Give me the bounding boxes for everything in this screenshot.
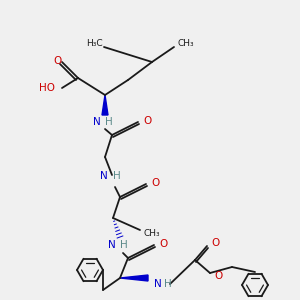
Text: O: O xyxy=(151,178,159,188)
Text: H: H xyxy=(105,117,113,127)
Text: H: H xyxy=(113,171,121,181)
Text: N: N xyxy=(154,279,162,289)
Text: H: H xyxy=(164,279,172,289)
Text: H₃C: H₃C xyxy=(86,40,103,49)
Text: H: H xyxy=(120,240,128,250)
Text: O: O xyxy=(143,116,151,126)
Text: N: N xyxy=(100,171,108,181)
Text: HO: HO xyxy=(39,83,55,93)
Text: N: N xyxy=(93,117,101,127)
Text: O: O xyxy=(159,239,167,249)
Polygon shape xyxy=(102,95,108,115)
Text: CH₃: CH₃ xyxy=(177,40,194,49)
Text: CH₃: CH₃ xyxy=(144,229,160,238)
Polygon shape xyxy=(120,275,148,281)
Text: O: O xyxy=(214,271,222,281)
Text: N: N xyxy=(108,240,116,250)
Text: O: O xyxy=(53,56,61,66)
Text: O: O xyxy=(211,238,219,248)
